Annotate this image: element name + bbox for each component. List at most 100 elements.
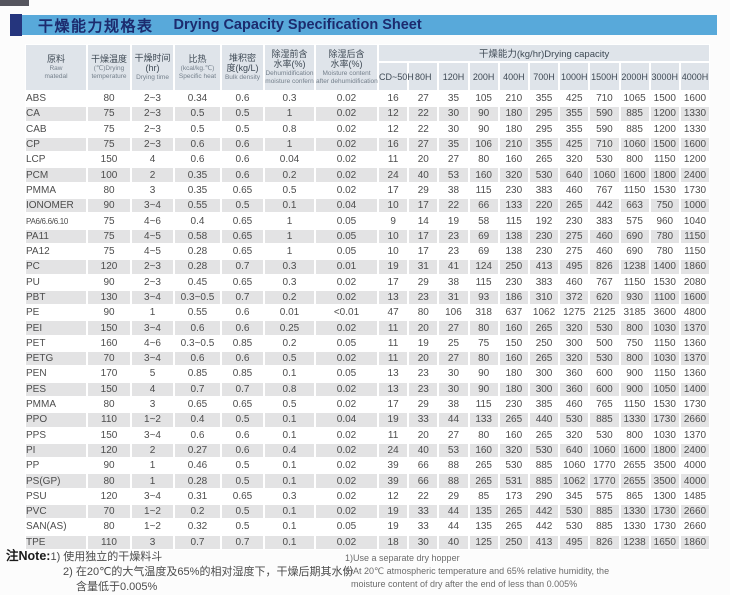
time-cell: 1: [131, 473, 174, 489]
capacity-cell: 58: [468, 213, 499, 229]
capacity-cell: 1600: [679, 136, 711, 153]
table-row: PET 160 4~6 0.3~0.5 0.85 0.2 0.05 11 19 25 75 150 25…: [25, 335, 711, 352]
capacity-cell: 1770: [589, 458, 620, 474]
moisture-before-cell: 0.4: [264, 442, 315, 459]
temp-cell: 75: [87, 121, 131, 137]
moisture-before-cell: 0.2: [264, 167, 315, 183]
capacity-cell: 9: [378, 213, 409, 229]
material-cell: PES: [25, 381, 87, 397]
specific-heat-cell: 0.4: [174, 412, 221, 428]
capacity-cell: 2400: [679, 442, 711, 459]
capacity-cell: 33: [408, 504, 439, 520]
capacity-cell: 1360: [679, 366, 711, 382]
time-cell: 1~2: [131, 504, 174, 520]
capacity-cell: 115: [468, 182, 499, 199]
capacity-cell: 12: [378, 106, 409, 122]
capacity-cell: 295: [528, 121, 560, 137]
capacity-cell: 23: [438, 243, 469, 260]
capacity-cell: 885: [528, 473, 560, 489]
capacity-cell: 1150: [679, 243, 711, 260]
capacity-cell: 17: [408, 228, 439, 244]
capacity-cell: 900: [619, 381, 650, 397]
moisture-before-cell: 0.1: [264, 458, 315, 474]
capacity-cell: 1330: [619, 504, 650, 520]
capacity-cell: 16: [378, 91, 409, 107]
capacity-cell: 765: [589, 396, 620, 413]
page-corner-fragment: [0, 0, 29, 6]
temp-cell: 90: [87, 305, 131, 321]
moisture-before-cell: 0.2: [264, 289, 315, 306]
capacity-cell: 300: [559, 335, 590, 352]
capacity-cell: 125: [468, 534, 499, 550]
moisture-before-cell: 0.3: [264, 91, 315, 107]
capacity-cell: 29: [408, 182, 439, 199]
capacity-cell: 265: [468, 458, 499, 474]
capacity-cell: 345: [559, 488, 590, 505]
capacity-cell: 39: [378, 473, 409, 489]
capacity-cell: 442: [528, 504, 560, 520]
capacity-cell: 355: [528, 136, 560, 153]
time-cell: 4~6: [131, 335, 174, 352]
capacity-cell: 90: [468, 106, 499, 122]
capacity-cell: 11: [378, 152, 409, 168]
capacity-cell: 1330: [679, 121, 711, 137]
capacity-cell: 640: [559, 167, 590, 183]
bulk-density-cell: 0.5: [221, 121, 264, 137]
capacity-cell: 710: [589, 136, 620, 153]
note-en-line1: 1)Use a separate dry hopper: [345, 553, 460, 563]
table-row: PEN 170 5 0.85 0.85 0.1 0.05 13 23 30 90 180 300 360 6…: [25, 366, 711, 382]
spec-table-body: ABS 80 2~3 0.34 0.6 0.3 0.02 16 27 35 105 210 355 425…: [25, 91, 711, 550]
capacity-cell: 19: [378, 504, 409, 520]
capacity-cell: 1600: [619, 442, 650, 459]
spec-table: 原料 Raw matedal 干燥温度 (℃)Drying temperatur…: [25, 44, 711, 550]
moisture-after-cell: 0.02: [315, 320, 378, 336]
moisture-after-cell: 0.05: [315, 213, 378, 229]
moisture-before-cell: 0.3: [264, 274, 315, 290]
moisture-after-cell: 0.05: [315, 519, 378, 535]
capacity-cell: 106: [468, 136, 499, 153]
capacity-cell: 29: [408, 396, 439, 413]
capacity-cell: 575: [589, 488, 620, 505]
time-cell: 1~2: [131, 412, 174, 428]
capacity-cell: 265: [498, 519, 529, 535]
capacity-cell: 1400: [649, 259, 680, 275]
capacity-cell: 1150: [649, 152, 680, 168]
temp-cell: 120: [87, 259, 131, 275]
capacity-cell: 115: [498, 213, 529, 229]
capacity-cell: 27: [438, 152, 469, 168]
capacity-col-header: 1500H: [589, 62, 620, 91]
capacity-cell: 1238: [619, 534, 650, 550]
moisture-after-cell: 0.02: [315, 473, 378, 489]
bulk-density-cell: 0.6: [221, 305, 264, 321]
capacity-cell: 20: [408, 152, 439, 168]
capacity-cell: 40: [408, 442, 439, 459]
time-cell: 1: [131, 305, 174, 321]
material-cell: PP: [25, 458, 87, 474]
capacity-cell: 12: [378, 121, 409, 137]
table-row: CA 75 2~3 0.5 0.5 1 0.02 12 22 30 90 180 295 355 590 88…: [25, 106, 711, 122]
capacity-cell: 33: [408, 412, 439, 428]
capacity-cell: 160: [468, 442, 499, 459]
capacity-cell: 2660: [679, 412, 711, 428]
capacity-cell: 265: [528, 351, 560, 367]
table-row: PMMA 80 3 0.65 0.65 0.5 0.02 17 29 38 115 230 385 460…: [25, 396, 711, 413]
capacity-cell: 1530: [649, 182, 680, 199]
capacity-cell: 66: [408, 458, 439, 474]
table-row: PMMA 80 3 0.35 0.65 0.5 0.02 17 29 38 115 230 383 460…: [25, 182, 711, 199]
capacity-cell: 44: [438, 412, 469, 428]
capacity-cell: 1600: [619, 167, 650, 183]
specific-heat-cell: 0.31: [174, 488, 221, 505]
bulk-density-cell: 0.6: [221, 152, 264, 168]
moisture-after-cell: 0.04: [315, 412, 378, 428]
capacity-cell: 355: [528, 91, 560, 107]
capacity-cell: 22: [408, 488, 439, 505]
time-cell: 3~4: [131, 198, 174, 214]
table-row: PSU 120 3~4 0.31 0.65 0.3 0.02 12 22 29 85 173 290 34…: [25, 488, 711, 505]
col-header-moisture-before: 除湿前含 水率(%) Dehumidification moisture con…: [264, 44, 315, 91]
capacity-cell: 1530: [649, 396, 680, 413]
capacity-cell: 413: [528, 259, 560, 275]
capacity-cell: 495: [559, 534, 590, 550]
capacity-cell: 885: [619, 121, 650, 137]
capacity-cell: 160: [468, 167, 499, 183]
capacity-cell: 230: [498, 274, 529, 290]
